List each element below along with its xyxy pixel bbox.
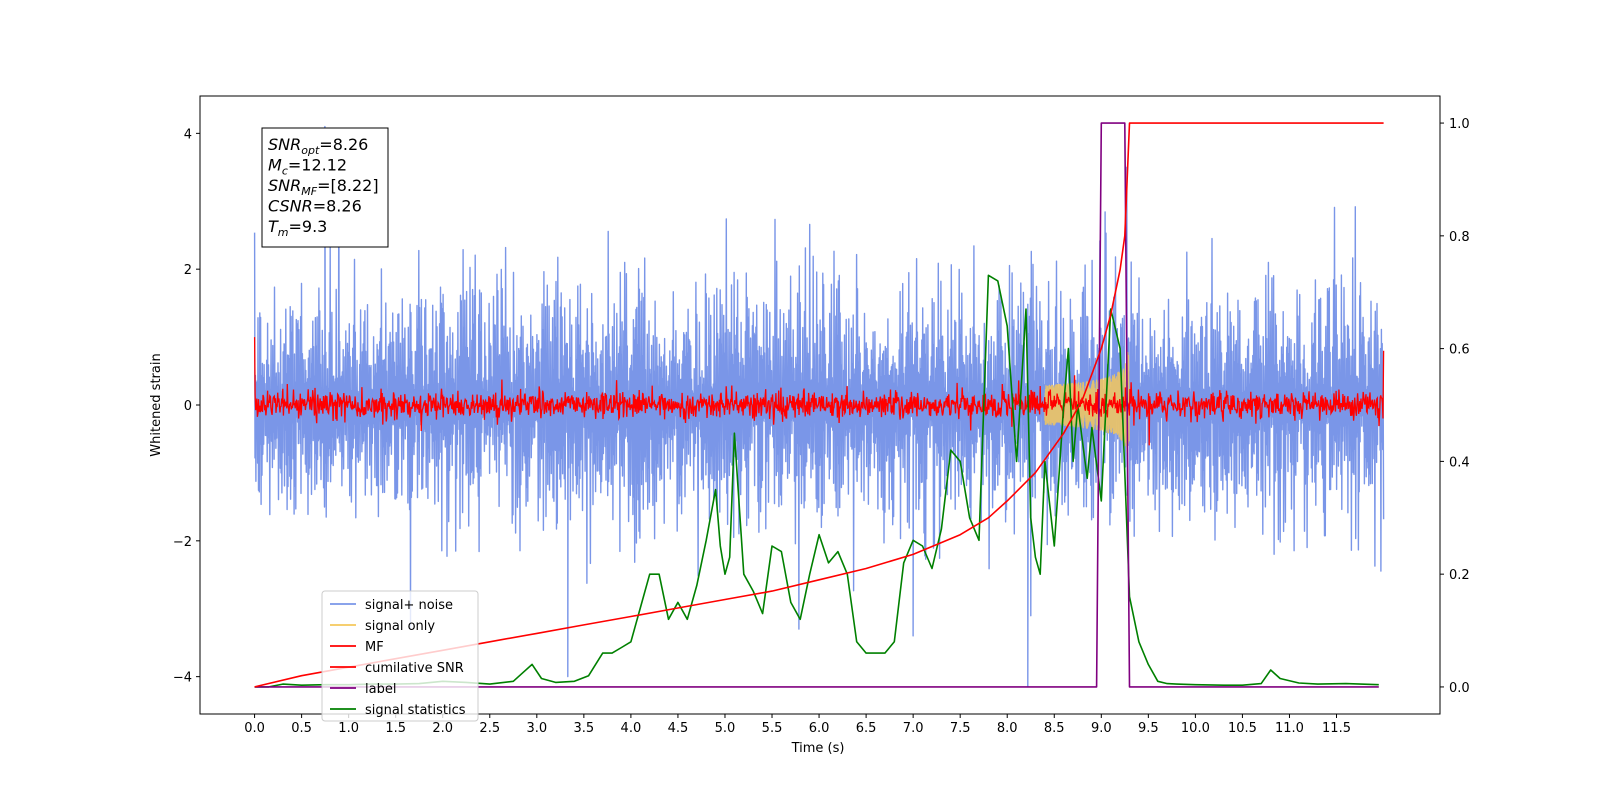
annotation-subscript: opt bbox=[301, 144, 320, 157]
annotation-value: =12.12 bbox=[288, 156, 347, 175]
x-tick-label: 1.0 bbox=[338, 721, 359, 736]
x-tick-label: 2.5 bbox=[479, 721, 500, 736]
y2-tick-label: 0.4 bbox=[1449, 455, 1470, 470]
legend-label: signal+ noise bbox=[365, 598, 453, 613]
series-signal-statistics bbox=[254, 274, 1379, 688]
annotation-frame bbox=[261, 127, 389, 248]
annotation-symbol: M bbox=[268, 156, 282, 175]
series-signal-noise bbox=[253, 125, 1385, 688]
legend-label: signal only bbox=[365, 619, 435, 634]
y2-tick-label: 0.8 bbox=[1449, 230, 1470, 245]
y2-tick-label: 0.6 bbox=[1449, 343, 1470, 358]
x-tick-label: 0.0 bbox=[244, 721, 265, 736]
x-tick-label: 0.5 bbox=[291, 721, 312, 736]
x-tick-label: 2.0 bbox=[432, 721, 453, 736]
y-tick-label: 2 bbox=[184, 263, 192, 278]
y-tick-label: 0 bbox=[184, 399, 192, 414]
x-tick-label: 5.0 bbox=[715, 721, 736, 736]
x-tick-label: 3.5 bbox=[574, 721, 595, 736]
legend-label: signal statistics bbox=[365, 703, 466, 718]
x-tick-label: 1.5 bbox=[385, 721, 406, 736]
y-axis-title: Whitened strain bbox=[149, 353, 164, 456]
y-tick-label: 4 bbox=[184, 127, 192, 142]
annotation-subscript: c bbox=[282, 165, 288, 178]
x-axis: 0.0 0.5 1.0 1.5 2.0 2.5 3.0 3.5 4.0 4.5 5.0 5.5 6.0 6… bbox=[244, 714, 1351, 736]
x-tick-label: 3.0 bbox=[526, 721, 547, 736]
legend-label: label bbox=[365, 682, 396, 697]
y2-tick-label: 1.0 bbox=[1449, 117, 1470, 132]
y-tick-label: −4 bbox=[173, 671, 192, 686]
y-axis-right: 1.0 0.8 0.6 0.4 0.2 0.0 bbox=[1440, 117, 1470, 696]
annotation-subscript: MF bbox=[301, 185, 317, 198]
annotation-symbol: CSNR bbox=[268, 197, 313, 216]
x-tick-label: 8.0 bbox=[997, 721, 1018, 736]
y2-tick-label: 0.0 bbox=[1449, 681, 1470, 696]
x-tick-label: 7.0 bbox=[903, 721, 924, 736]
legend: signal+ noise signal only MF cumilative SNR… bbox=[321, 590, 479, 722]
annotation-line: SNRopt=8.26 bbox=[268, 135, 368, 157]
x-tick-label: 4.5 bbox=[668, 721, 689, 736]
y2-tick-label: 0.2 bbox=[1449, 568, 1470, 583]
x-axis-title: Time (s) bbox=[791, 741, 845, 756]
y-tick-label: −2 bbox=[173, 535, 192, 550]
x-tick-label: 6.0 bbox=[809, 721, 830, 736]
annotation-symbol: T bbox=[268, 217, 279, 236]
series-mf bbox=[253, 337, 1385, 446]
x-tick-label: 6.5 bbox=[856, 721, 877, 736]
annotation-symbol: SNR bbox=[268, 176, 301, 195]
annotation-symbol: SNR bbox=[268, 135, 301, 154]
annotation-line: CSNR=8.26 bbox=[268, 197, 362, 216]
legend-label: cumilative SNR bbox=[365, 661, 464, 676]
annotation-line: Tm=9.3 bbox=[268, 217, 327, 239]
x-tick-label: 9.0 bbox=[1091, 721, 1112, 736]
x-tick-label: 4.0 bbox=[621, 721, 642, 736]
annotation-value: =9.3 bbox=[289, 217, 328, 236]
annotation-value: =8.26 bbox=[319, 135, 368, 154]
annotation-line: Mc=12.12 bbox=[268, 156, 347, 178]
annotation-value: =8.26 bbox=[313, 197, 362, 216]
annotation-line: SNRMF=[8.22] bbox=[268, 176, 379, 198]
annotation-subscript: m bbox=[278, 226, 289, 239]
legend-frame bbox=[321, 590, 479, 722]
x-tick-label: 9.5 bbox=[1138, 721, 1159, 736]
annotation-value: =[8.22] bbox=[317, 176, 379, 195]
y-axis-left: 4 2 0 −2 −4 bbox=[173, 127, 200, 686]
x-tick-label: 7.5 bbox=[950, 721, 971, 736]
legend-label: MF bbox=[365, 640, 384, 655]
series-label bbox=[254, 122, 1379, 688]
series-layer bbox=[253, 122, 1385, 688]
x-tick-label: 11.5 bbox=[1322, 721, 1351, 736]
x-tick-label: 11.0 bbox=[1275, 721, 1304, 736]
x-tick-label: 8.5 bbox=[1044, 721, 1065, 736]
annotation-box: SNRopt=8.26Mc=12.12SNRMF=[8.22]CSNR=8.26… bbox=[261, 127, 389, 248]
x-tick-label: 5.5 bbox=[762, 721, 783, 736]
x-tick-label: 10.5 bbox=[1228, 721, 1257, 736]
x-tick-label: 10.0 bbox=[1181, 721, 1210, 736]
